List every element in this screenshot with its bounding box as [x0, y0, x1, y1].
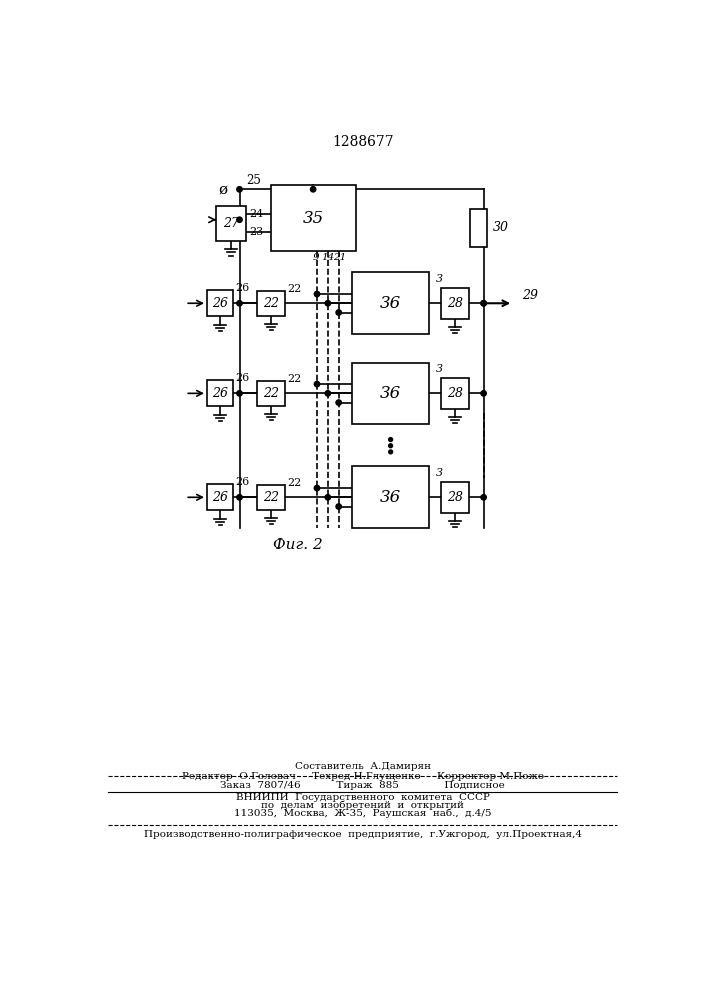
Text: 26: 26 [212, 491, 228, 504]
Text: 1288677: 1288677 [332, 135, 394, 149]
Text: 3: 3 [436, 274, 443, 284]
Circle shape [481, 301, 486, 306]
Text: 26: 26 [235, 477, 250, 487]
Circle shape [389, 450, 392, 454]
Text: 23: 23 [250, 227, 264, 237]
Text: 22: 22 [288, 284, 302, 294]
Text: 22: 22 [288, 478, 302, 488]
Text: 25: 25 [246, 174, 261, 187]
Circle shape [481, 301, 486, 306]
Text: 22: 22 [263, 491, 279, 504]
Text: ø: ø [218, 182, 228, 196]
Text: Составитель  А.Дамирян: Составитель А.Дамирян [295, 762, 431, 771]
Text: 22: 22 [263, 297, 279, 310]
Bar [271, 185, 356, 251]
Circle shape [481, 391, 486, 396]
Text: Редактор  О.Головач     Техред Н.Глущенко     Корректор М.Пожо: Редактор О.Головач Техред Н.Глущенко Кор… [182, 772, 544, 781]
Text: 9: 9 [313, 253, 320, 262]
Circle shape [325, 495, 331, 500]
Text: 36: 36 [380, 295, 402, 312]
Bar [441, 482, 469, 513]
Text: 36: 36 [380, 489, 402, 506]
Text: 22: 22 [263, 387, 279, 400]
Bar [207, 484, 233, 510]
Text: 35: 35 [303, 210, 324, 227]
Bar [216, 206, 246, 241]
Bar [352, 272, 429, 334]
Text: 3: 3 [436, 364, 443, 374]
Circle shape [336, 310, 341, 315]
Circle shape [237, 301, 243, 306]
Bar [257, 291, 285, 316]
Text: Фиг. 2: Фиг. 2 [273, 538, 322, 552]
Text: 24: 24 [250, 209, 264, 219]
Circle shape [315, 291, 320, 297]
Circle shape [325, 301, 331, 306]
Circle shape [310, 187, 316, 192]
Circle shape [481, 495, 486, 500]
Text: 3: 3 [436, 468, 443, 478]
Circle shape [336, 400, 341, 405]
Text: 30: 30 [493, 221, 509, 234]
Text: 21: 21 [333, 253, 346, 262]
Text: 26: 26 [235, 373, 250, 383]
Bar [207, 380, 233, 406]
Text: Заказ  7807/46           Тираж  885              Подписное: Заказ 7807/46 Тираж 885 Подписное [221, 781, 505, 790]
Bar [441, 288, 469, 319]
Bar [257, 485, 285, 510]
Circle shape [237, 391, 243, 396]
Circle shape [325, 391, 331, 396]
Text: 28: 28 [447, 491, 463, 504]
Text: 29: 29 [522, 289, 538, 302]
Text: 28: 28 [447, 297, 463, 310]
Text: 22: 22 [288, 374, 302, 384]
Bar [469, 209, 486, 247]
Circle shape [315, 381, 320, 387]
Text: 113035,  Москва,  Ж-35,  Раушская  наб.,  д.4/5: 113035, Москва, Ж-35, Раушская наб., д.4… [234, 808, 491, 818]
Bar [207, 290, 233, 316]
Circle shape [237, 495, 243, 500]
Circle shape [315, 485, 320, 491]
Text: 26: 26 [235, 283, 250, 293]
Bar [441, 378, 469, 409]
Circle shape [389, 438, 392, 441]
Text: 14: 14 [321, 253, 334, 262]
Bar [352, 466, 429, 528]
Text: 26: 26 [212, 387, 228, 400]
Circle shape [237, 187, 243, 192]
Circle shape [237, 217, 243, 222]
Text: Производственно-полиграфическое  предприятие,  г.Ужгород,  ул.Проектная,4: Производственно-полиграфическое предприя… [144, 830, 582, 839]
Text: по  делам  изобретений  и  открытий: по делам изобретений и открытий [262, 801, 464, 810]
Text: 28: 28 [447, 387, 463, 400]
Bar [257, 381, 285, 406]
Text: 36: 36 [380, 385, 402, 402]
Text: ВНИИПИ  Государственного  комитета  СССР: ВНИИПИ Государственного комитета СССР [236, 793, 490, 802]
Bar [352, 363, 429, 424]
Text: 27: 27 [223, 217, 239, 230]
Text: 26: 26 [212, 297, 228, 310]
Circle shape [389, 444, 392, 448]
Circle shape [336, 504, 341, 509]
